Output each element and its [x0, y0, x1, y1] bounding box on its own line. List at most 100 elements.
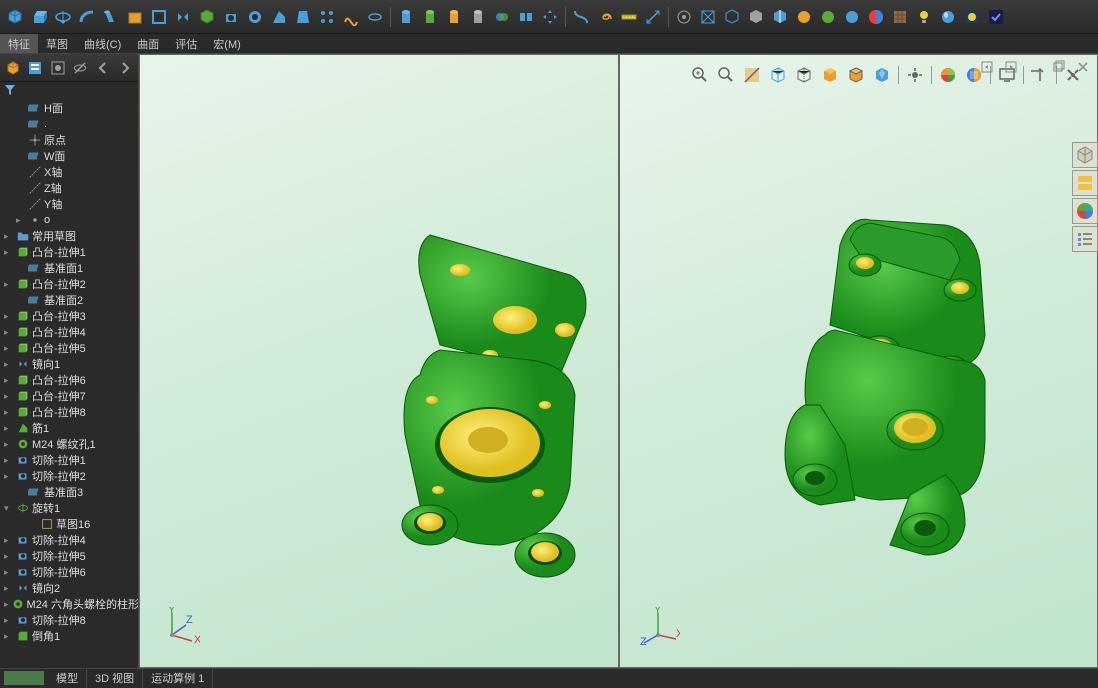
tree-item[interactable]: ▸切除-拉伸6: [0, 564, 138, 580]
list-icon[interactable]: [1072, 226, 1098, 252]
cube-view-icon[interactable]: [1072, 142, 1098, 168]
orient-icon[interactable]: [903, 63, 927, 87]
view7-tool[interactable]: [817, 6, 839, 28]
config-icon[interactable]: [25, 57, 47, 79]
join-tool[interactable]: [491, 6, 513, 28]
view5-tool[interactable]: [769, 6, 791, 28]
boss-tool[interactable]: [395, 6, 417, 28]
view1-tool[interactable]: [673, 6, 695, 28]
arrow-right-icon[interactable]: [115, 57, 137, 79]
tree-item[interactable]: ▸筋1: [0, 420, 138, 436]
display-icon[interactable]: [47, 57, 69, 79]
shaded-edges-icon[interactable]: [844, 63, 868, 87]
extrude-tool[interactable]: [28, 6, 50, 28]
mirror-tool[interactable]: [172, 6, 194, 28]
check-tool[interactable]: [985, 6, 1007, 28]
tree-item[interactable]: Z轴: [0, 180, 138, 196]
tree-item[interactable]: 基准面3: [0, 484, 138, 500]
cube-tool[interactable]: [4, 6, 26, 28]
cube2-tool[interactable]: [196, 6, 218, 28]
shell-tool[interactable]: [148, 6, 170, 28]
boss4-tool[interactable]: [467, 6, 489, 28]
tree-item[interactable]: ▸凸台-拉伸6: [0, 372, 138, 388]
appearance1-icon[interactable]: [936, 63, 960, 87]
tree-item[interactable]: ▸M24 螺纹孔1: [0, 436, 138, 452]
hole-tool[interactable]: [244, 6, 266, 28]
wrap-tool[interactable]: [364, 6, 386, 28]
loft-tool[interactable]: [100, 6, 122, 28]
sweep-tool[interactable]: [76, 6, 98, 28]
tree-item[interactable]: ▸倒角1: [0, 628, 138, 644]
material-tool[interactable]: [937, 6, 959, 28]
ribbon-tab-0[interactable]: 特征: [0, 34, 38, 53]
minimize-button[interactable]: [1026, 58, 1044, 76]
hidden-icon[interactable]: [792, 63, 816, 87]
tree-item[interactable]: ▸切除-拉伸5: [0, 548, 138, 564]
tree-item[interactable]: ▸凸台-拉伸5: [0, 340, 138, 356]
shaded-icon[interactable]: [818, 63, 842, 87]
tree-item[interactable]: ▸常用草图: [0, 228, 138, 244]
rib-tool[interactable]: [268, 6, 290, 28]
tree-item[interactable]: Y轴: [0, 196, 138, 212]
tree-item[interactable]: 草图16: [0, 516, 138, 532]
viewport-left[interactable]: X Y Z: [139, 54, 619, 668]
tree-item[interactable]: ▸镜向1: [0, 356, 138, 372]
tree-item[interactable]: ▸切除-拉伸8: [0, 612, 138, 628]
tree-item[interactable]: 基准面2: [0, 292, 138, 308]
tree-item[interactable]: ▸凸台-拉伸4: [0, 324, 138, 340]
spiral-tool[interactable]: [594, 6, 616, 28]
box-tool[interactable]: [124, 6, 146, 28]
prev-view-button[interactable]: [978, 58, 996, 76]
cut-tool[interactable]: [220, 6, 242, 28]
section-icon[interactable]: [740, 63, 764, 87]
filter-icon[interactable]: [0, 82, 138, 100]
tree-item[interactable]: ▸凸台-拉伸7: [0, 388, 138, 404]
ruler-tool[interactable]: [618, 6, 640, 28]
tree-item[interactable]: ▾旋转1: [0, 500, 138, 516]
measure-tool[interactable]: [642, 6, 664, 28]
tree-item[interactable]: H面: [0, 100, 138, 116]
zoom-window-icon[interactable]: [714, 63, 738, 87]
maximize-button[interactable]: [1050, 58, 1068, 76]
ribbon-tab-5[interactable]: 宏(M): [205, 34, 249, 53]
split-tool[interactable]: [515, 6, 537, 28]
tree-item[interactable]: ▸M24 六角头螺栓的柱形: [0, 596, 138, 612]
view8-tool[interactable]: [841, 6, 863, 28]
tree-item[interactable]: ▸凸台-拉伸2: [0, 276, 138, 292]
tree-item[interactable]: X轴: [0, 164, 138, 180]
curve-tool[interactable]: [340, 6, 362, 28]
lights-tool[interactable]: [913, 6, 935, 28]
zoom-fit-icon[interactable]: [688, 63, 712, 87]
tree-item[interactable]: 基准面1: [0, 260, 138, 276]
viewport-right[interactable]: X Y Z: [619, 54, 1098, 668]
tree-item[interactable]: ▸切除-拉伸2: [0, 468, 138, 484]
revolve-tool[interactable]: [52, 6, 74, 28]
ribbon-tab-4[interactable]: 评估: [167, 34, 205, 53]
next-view-button[interactable]: [1002, 58, 1020, 76]
render-tool[interactable]: [961, 6, 983, 28]
view4-tool[interactable]: [745, 6, 767, 28]
layers-icon[interactable]: [1072, 170, 1098, 196]
close-button[interactable]: [1074, 58, 1092, 76]
boss2-tool[interactable]: [419, 6, 441, 28]
tree-item[interactable]: ▸凸台-拉伸3: [0, 308, 138, 324]
perspective-icon[interactable]: [870, 63, 894, 87]
color-sphere-icon[interactable]: [1072, 198, 1098, 224]
texture-tool[interactable]: [889, 6, 911, 28]
tree-item[interactable]: ▸切除-拉伸1: [0, 452, 138, 468]
tree-item[interactable]: ▸o: [0, 212, 138, 228]
bottom-tab-1[interactable]: 3D 视图: [87, 668, 143, 688]
appearance-tool[interactable]: [865, 6, 887, 28]
bottom-tab-2[interactable]: 运动算例 1: [143, 668, 213, 688]
bottom-tab-0[interactable]: 模型: [48, 668, 87, 688]
pattern-tool[interactable]: [316, 6, 338, 28]
tree-item[interactable]: .: [0, 116, 138, 132]
draft-tool[interactable]: [292, 6, 314, 28]
boss3-tool[interactable]: [443, 6, 465, 28]
tree-item[interactable]: ▸切除-拉伸4: [0, 532, 138, 548]
curve2-tool[interactable]: [570, 6, 592, 28]
ribbon-tab-1[interactable]: 草图: [38, 34, 76, 53]
move-tool[interactable]: [539, 6, 561, 28]
arrow-left-icon[interactable]: [92, 57, 114, 79]
tree-item[interactable]: ▸凸台-拉伸8: [0, 404, 138, 420]
